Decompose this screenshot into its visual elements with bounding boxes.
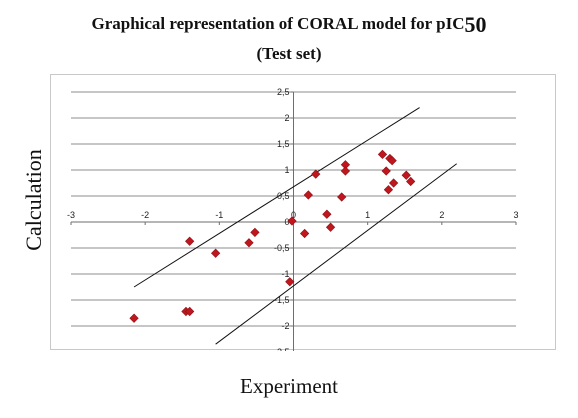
data-point	[337, 192, 347, 202]
y-tick-label: 0,5	[277, 191, 290, 201]
title-subscript: 50	[464, 12, 487, 37]
boundary-line	[133, 107, 420, 288]
y-tick-label: 2	[284, 113, 289, 123]
data-point	[303, 190, 313, 200]
x-tick-label: -2	[141, 210, 149, 220]
data-point	[287, 216, 297, 226]
x-tick-label: 3	[513, 210, 518, 220]
data-point	[185, 306, 195, 317]
x-axis-label: Experiment	[240, 374, 338, 398]
data-point	[387, 156, 397, 166]
x-tick-label: 1	[365, 210, 370, 220]
x-tick-label: -3	[67, 210, 75, 220]
y-tick-label: -0,5	[274, 243, 290, 253]
boundary-line	[215, 163, 457, 345]
y-tick-label: 0	[284, 217, 289, 227]
chart-subtitle: (Test set)	[256, 44, 322, 63]
data-point	[311, 169, 321, 179]
y-tick-label: -1,5	[274, 295, 290, 305]
data-point	[325, 222, 336, 232]
data-point	[389, 178, 399, 188]
data-point	[300, 228, 310, 239]
x-tick-label: 0	[291, 210, 296, 220]
data-point	[285, 277, 295, 287]
x-tick-label: -1	[215, 210, 223, 220]
x-tick-label: 2	[439, 210, 444, 220]
data-point	[211, 248, 221, 258]
chart-title: Graphical representation of CORAL model …	[91, 12, 487, 37]
data-point	[340, 166, 351, 176]
y-tick-label: -2	[281, 321, 289, 331]
y-tick-label: -2,5	[274, 347, 290, 351]
data-point	[322, 209, 332, 219]
y-tick-label: -1	[281, 269, 289, 279]
data-point	[381, 166, 391, 176]
y-tick-label: 1	[284, 165, 289, 175]
data-point	[250, 227, 260, 238]
data-point	[244, 238, 254, 248]
y-axis-label: Calculation	[21, 149, 46, 251]
y-tick-label: 2,5	[277, 87, 290, 97]
data-point	[129, 313, 139, 323]
data-point	[377, 149, 388, 160]
y-tick-label: 1,5	[277, 139, 290, 149]
data-point	[185, 236, 195, 246]
data-point	[406, 176, 416, 187]
data-point	[401, 170, 411, 180]
data-point	[383, 185, 394, 195]
